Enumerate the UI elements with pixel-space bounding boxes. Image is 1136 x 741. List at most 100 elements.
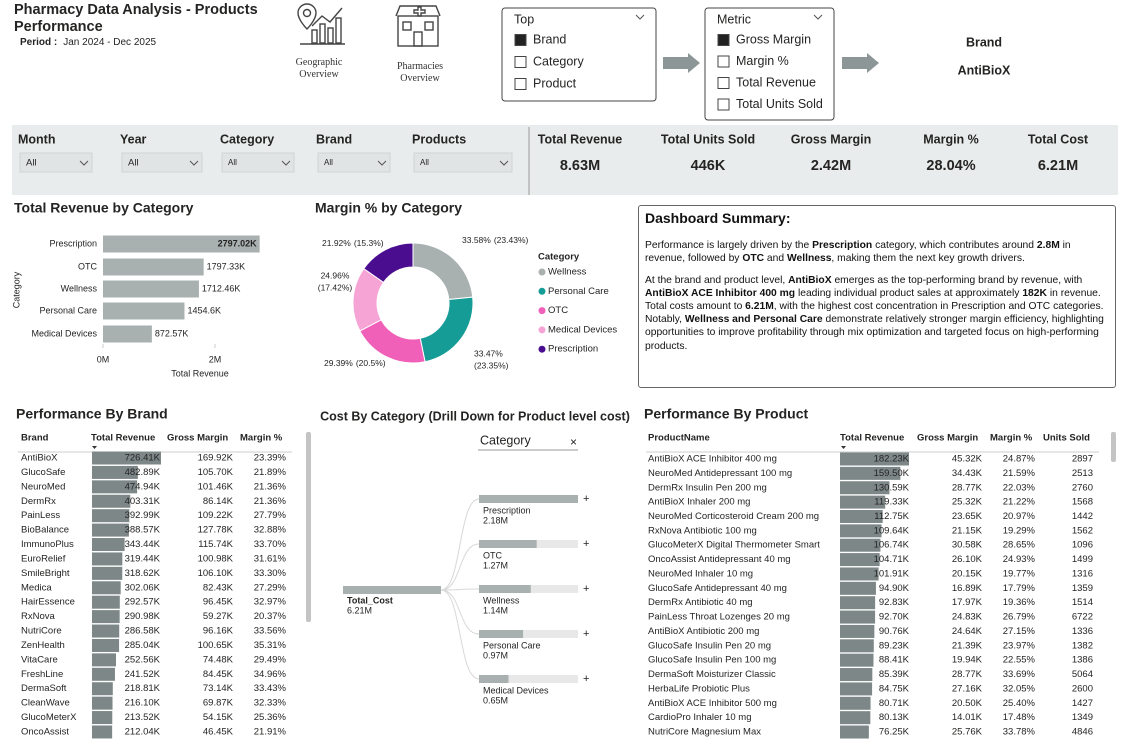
row-name: FreshLine — [21, 669, 63, 680]
row-name: CleanWave — [21, 698, 70, 709]
scrollbar[interactable] — [306, 432, 311, 622]
filter-dropdown[interactable] — [19, 152, 93, 173]
filter-dropdown[interactable] — [317, 152, 391, 173]
node-value: 2.18M — [483, 515, 508, 525]
selection-label: Brand — [966, 35, 1002, 49]
revenue-cell: 159.50K — [874, 468, 910, 479]
root-name: Total_Cost — [347, 595, 393, 605]
margin-cell: 33.70% — [254, 539, 287, 550]
level-label: Category — [480, 433, 531, 447]
row-name: DermRx Insulin Pen 200 mg — [648, 482, 767, 493]
gross-margin-cell: 46.45K — [203, 726, 234, 737]
checkbox[interactable] — [717, 98, 730, 111]
revenue-cell: 89.23K — [879, 640, 910, 651]
slicer-option[interactable]: Margin % — [736, 54, 789, 68]
filter-dropdown[interactable] — [121, 152, 203, 173]
margin-cell: 27.29% — [254, 582, 287, 593]
row-name: AntiBioX Antibiotic 200 mg — [648, 626, 759, 637]
geographic-icon[interactable] — [297, 3, 345, 45]
slicer-option[interactable]: Brand — [533, 32, 566, 46]
units-cell: 1336 — [1072, 626, 1093, 637]
revenue-cell: 104.71K — [874, 554, 910, 565]
kpi-label: Total Revenue — [538, 132, 623, 146]
slice-label: 24.96% — [321, 270, 350, 280]
slice-share: (23.35%) — [474, 360, 509, 370]
nav-geographic[interactable]: Geographic Overview — [295, 57, 343, 80]
node-value: 1.27M — [483, 560, 508, 570]
row-name: AntiBioX Inhaler 200 mg — [648, 497, 750, 508]
margin-cell: 35.31% — [254, 640, 287, 651]
data-bar — [840, 653, 874, 667]
filter-dropdown[interactable] — [413, 152, 513, 173]
row-name: PainLess — [21, 510, 60, 521]
data-bar — [840, 524, 882, 538]
summary-text: Prescription — [812, 240, 873, 252]
slicer-option[interactable]: Total Revenue — [736, 75, 816, 89]
data-bar — [92, 725, 113, 739]
node-name: Prescription — [483, 505, 531, 515]
gross-margin-cell: 96.45K — [203, 597, 234, 608]
legend-label: Wellness — [548, 267, 587, 278]
expand-icon[interactable]: + — [583, 538, 589, 550]
column-header: Brand — [21, 433, 49, 444]
units-cell: 1349 — [1072, 712, 1093, 723]
margin-cell: 33.78% — [1003, 727, 1036, 738]
checkbox[interactable] — [717, 55, 730, 68]
flow-arrow — [663, 53, 700, 73]
data-bar — [92, 667, 115, 681]
data-bar — [840, 696, 871, 710]
pharmacy-icon[interactable] — [395, 5, 441, 47]
revenue-cell: 80.71K — [879, 698, 910, 709]
data-bar — [92, 552, 123, 566]
kpi-value: 6.21M — [1038, 158, 1078, 174]
nav-pharmacies[interactable]: Pharmacies Overview — [396, 61, 444, 84]
margin-cell: 19.77% — [1003, 568, 1036, 579]
chart-title: Margin % by Category — [315, 200, 462, 216]
node-bar — [479, 585, 531, 593]
summary-text: OTC — [742, 253, 765, 265]
checkbox[interactable] — [717, 34, 730, 46]
margin-cell: 33.30% — [254, 568, 287, 579]
data-bar — [92, 509, 130, 523]
expand-icon[interactable]: + — [583, 673, 589, 685]
checkbox[interactable] — [514, 56, 527, 68]
row-name: NeuroMed Antidepressant 100 mg — [648, 468, 792, 479]
margin-cell: 22.03% — [1003, 482, 1036, 493]
expand-icon[interactable]: + — [583, 493, 589, 505]
checkbox[interactable] — [514, 34, 527, 46]
slicer-option[interactable]: Total Units Sold — [736, 97, 823, 111]
y-tick-label: Prescription — [49, 238, 97, 248]
scrollbar[interactable] — [1111, 432, 1116, 462]
period-value: Jan 2024 - Dec 2025 — [63, 37, 157, 48]
row-name: GlucoSafe Antidepressant 40 mg — [648, 583, 787, 594]
bar — [103, 302, 185, 320]
filter-dropdown[interactable] — [221, 152, 295, 173]
checkbox[interactable] — [514, 78, 527, 90]
data-bar — [840, 452, 909, 466]
slicer-option[interactable]: Product — [533, 76, 577, 90]
margin-cell: 25.40% — [1003, 698, 1036, 709]
slicer-box — [704, 7, 835, 121]
revenue-cell: 292.57K — [125, 597, 161, 608]
column-header: ProductName — [648, 433, 710, 444]
gross-margin-cell: 101.46K — [198, 481, 234, 492]
revenue-cell: 285.04K — [125, 640, 161, 651]
gross-margin-cell: 69.87K — [203, 698, 234, 709]
units-cell: 1514 — [1072, 597, 1093, 608]
expand-icon[interactable]: + — [583, 583, 589, 595]
row-name: OncoAssist Antidepressant 40 mg — [648, 554, 791, 565]
margin-cell: 19.29% — [1003, 525, 1036, 536]
units-cell: 2600 — [1072, 683, 1093, 694]
value-label: 1712.46K — [202, 283, 241, 293]
sort-indicator — [92, 446, 97, 449]
data-bar — [840, 538, 881, 552]
chevron — [499, 160, 509, 166]
slicer-option[interactable]: Category — [533, 54, 584, 68]
revenue-cell: 85.39K — [879, 669, 910, 680]
expand-icon[interactable]: + — [583, 628, 589, 640]
slicer-option[interactable]: Gross Margin — [736, 32, 811, 46]
margin-cell: 32.05% — [1003, 683, 1036, 694]
checkbox[interactable] — [717, 77, 730, 89]
margin-cell: 21.91% — [254, 726, 287, 737]
data-bar — [840, 596, 876, 610]
